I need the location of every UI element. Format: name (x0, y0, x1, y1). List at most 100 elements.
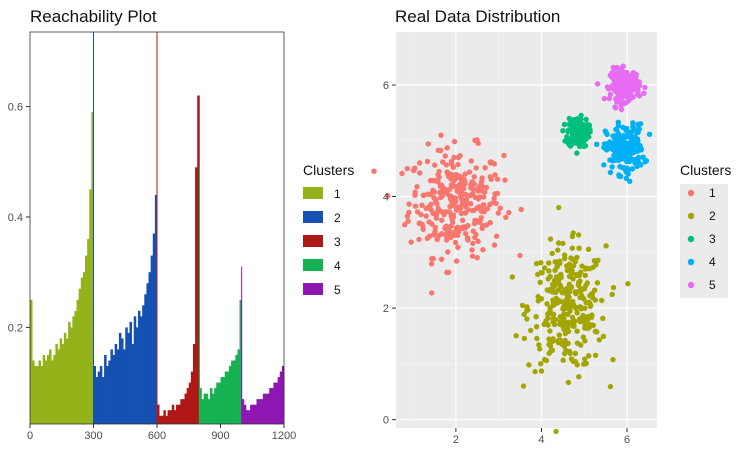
scatter-point (601, 95, 607, 102)
reachability-bar (269, 388, 272, 424)
scatter-point (619, 87, 625, 94)
scatter-title: Real Data Distribution (395, 7, 560, 26)
scatter-point (537, 346, 543, 352)
scatter-point (620, 63, 626, 69)
reachability-bar (258, 399, 262, 424)
scatter-point (521, 335, 528, 342)
scatter-legend: Clusters 1 2 3 4 5 (680, 162, 731, 298)
scatter-point (533, 314, 539, 320)
scatter-point (538, 361, 544, 367)
scatter-point (610, 356, 616, 363)
scatter-point (578, 140, 585, 146)
scatter-point (564, 134, 570, 140)
scatter-point (625, 281, 631, 287)
scatter-legend-title: Clusters (680, 162, 731, 178)
scatter-point (432, 224, 438, 231)
scatter-point (618, 144, 624, 151)
scatter-point (620, 152, 626, 158)
scatter-point (560, 357, 566, 363)
reachability-bar (30, 299, 33, 424)
scatter-point (566, 348, 573, 355)
scatter-point (642, 159, 648, 165)
scatter-point (600, 333, 607, 340)
scatter-point (577, 294, 583, 301)
reachability-legend-label: 4 (334, 259, 341, 273)
scatter-point (492, 172, 498, 178)
scatter-point (428, 201, 434, 207)
scatter-point (463, 200, 470, 207)
scatter-point (625, 152, 631, 159)
scatter-x-tick-label: 6 (624, 434, 630, 446)
scatter-point (436, 232, 442, 239)
scatter-point (420, 226, 426, 232)
scatter-point (637, 142, 643, 149)
reachability-bar (112, 354, 116, 424)
scatter-point (491, 195, 497, 201)
reachability-bar (87, 239, 90, 424)
scatter-point (460, 225, 466, 232)
scatter-point (428, 261, 435, 267)
scatter-legend-label: 2 (709, 209, 716, 223)
scatter-point (385, 193, 391, 199)
scatter-point (627, 74, 633, 81)
reachability-bar (44, 360, 48, 424)
scatter-point (613, 75, 619, 82)
reachability-bar (42, 354, 46, 424)
reachability-y-tick-label: 0.2 (8, 322, 23, 334)
scatter-point (610, 284, 617, 291)
scatter-point (582, 356, 588, 362)
scatter-point (594, 141, 600, 147)
scatter-point (561, 252, 568, 258)
scatter-legend-label: 1 (709, 186, 716, 200)
scatter-point (448, 234, 454, 241)
scatter-point (550, 302, 556, 309)
scatter-point (574, 254, 580, 261)
scatter-point (580, 133, 586, 139)
scatter-point (631, 84, 637, 91)
scatter-point (528, 327, 534, 334)
scatter-point (627, 134, 634, 140)
reachability-legend-label: 3 (334, 235, 341, 249)
reachability-legend-title: Clusters (303, 162, 354, 178)
scatter-point (494, 176, 501, 182)
scatter-point (518, 206, 524, 213)
scatter-point (605, 145, 611, 152)
scatter-point (448, 223, 454, 229)
scatter-point (557, 282, 563, 289)
reachability-bar (68, 321, 71, 424)
scatter-point (584, 134, 590, 141)
scatter-point (526, 362, 532, 368)
scatter-point (636, 79, 642, 85)
scatter-point (418, 211, 424, 218)
scatter-point (405, 218, 411, 224)
scatter-point (615, 119, 621, 126)
reachability-bar (131, 343, 135, 424)
scatter-point (471, 220, 478, 227)
reachability-bar (216, 382, 219, 424)
scatter-point (430, 256, 436, 262)
scatter-point (586, 324, 592, 331)
reachability-bar (279, 371, 283, 424)
scatter-point (538, 260, 544, 266)
scatter-point (633, 73, 639, 80)
scatter-point (487, 174, 493, 180)
scatter-point (521, 311, 527, 318)
reachability-bar (256, 399, 259, 424)
scatter-point (429, 290, 435, 296)
scatter-point (480, 223, 486, 229)
scatter-point (614, 127, 620, 133)
reachability-bar (101, 377, 105, 424)
scatter-point (532, 368, 538, 375)
reachability-legend: Clusters 1 2 3 4 5 (303, 162, 354, 297)
scatter-point (453, 258, 460, 264)
scatter-point (437, 189, 443, 196)
reachability-bar (135, 327, 139, 424)
scatter-point (509, 274, 515, 280)
scatter-point (438, 147, 444, 154)
scatter-point (430, 187, 436, 194)
scatter-point (623, 71, 630, 77)
reachability-bar (70, 327, 73, 424)
reachability-legend-label: 5 (334, 283, 341, 297)
scatter-point (435, 178, 441, 185)
reachability-bar (262, 393, 266, 424)
